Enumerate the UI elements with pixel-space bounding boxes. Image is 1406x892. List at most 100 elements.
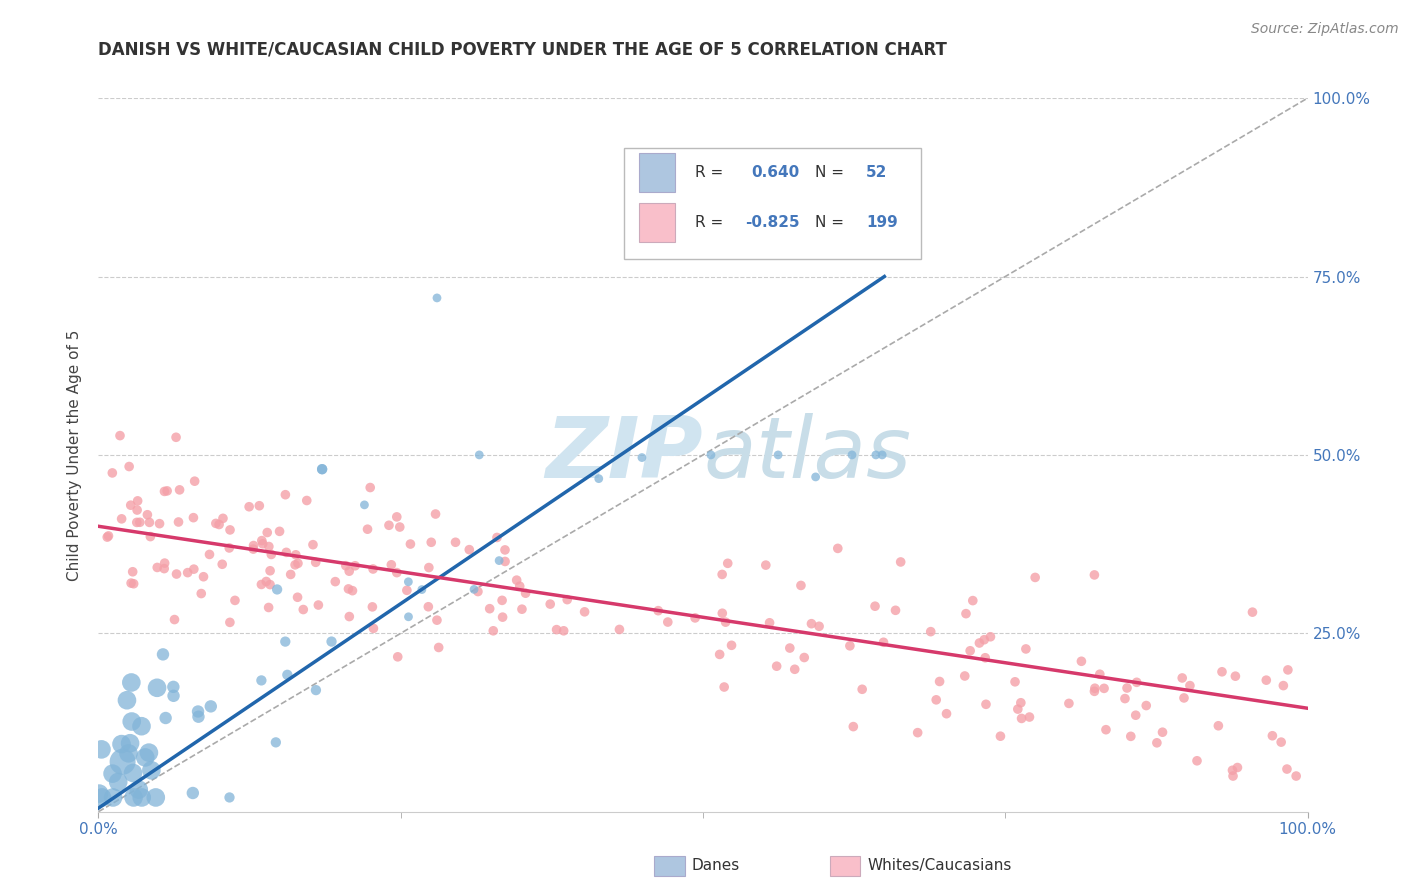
Point (120, 498, 142, 512)
Point (458, 542, 481, 557)
Point (131, 719, 153, 733)
Point (128, 782, 150, 797)
Point (218, 790, 240, 805)
Point (187, 709, 209, 723)
Point (190, 586, 212, 600)
Point (953, 669, 976, 683)
Point (337, 582, 360, 596)
Point (90, 742, 112, 756)
Point (426, 291, 449, 305)
Point (169, 483, 191, 497)
Point (1010, 696, 1032, 710)
Point (1057, 697, 1080, 711)
Point (1222, 769, 1244, 783)
Point (101, 790, 124, 805)
Text: -0.825: -0.825 (745, 215, 800, 230)
FancyBboxPatch shape (624, 148, 921, 259)
Point (183, 562, 205, 576)
Point (973, 632, 995, 647)
Point (1135, 698, 1157, 713)
Point (717, 557, 740, 571)
Point (962, 593, 984, 607)
Point (276, 545, 298, 559)
Point (709, 648, 731, 662)
Point (1171, 671, 1194, 685)
Point (97, 529, 120, 543)
Point (162, 689, 184, 703)
Point (841, 448, 863, 462)
Point (804, 470, 827, 484)
Point (111, 755, 134, 769)
Point (120, 675, 142, 690)
Point (1285, 769, 1308, 783)
Point (183, 474, 205, 488)
Point (134, 750, 156, 764)
Point (1173, 690, 1195, 705)
Point (1152, 725, 1174, 739)
Point (361, 599, 384, 614)
Point (1146, 736, 1168, 750)
Point (990, 729, 1012, 743)
Text: 0.640: 0.640 (751, 165, 800, 180)
Point (238, 500, 260, 514)
Point (361, 562, 384, 576)
Point (219, 523, 242, 537)
Point (218, 541, 240, 555)
Point (224, 593, 246, 607)
Point (510, 602, 533, 616)
Point (183, 510, 205, 524)
Point (509, 579, 531, 593)
Point (444, 535, 467, 549)
Point (793, 650, 815, 665)
Point (758, 615, 780, 630)
Point (139, 530, 162, 544)
Point (783, 662, 806, 676)
Point (1007, 702, 1029, 716)
Point (259, 564, 281, 578)
Point (96, 530, 118, 544)
Point (378, 518, 401, 533)
Point (131, 790, 153, 805)
Point (1270, 735, 1292, 749)
Point (292, 602, 315, 616)
Point (208, 517, 231, 532)
Point (252, 537, 274, 551)
Point (425, 507, 447, 521)
Point (1114, 691, 1136, 706)
Point (110, 737, 132, 751)
Point (488, 553, 510, 567)
Point (107, 775, 129, 789)
Point (700, 448, 723, 462)
Point (1004, 674, 1026, 689)
Point (363, 621, 385, 635)
Point (256, 525, 278, 540)
Text: R =: R = (695, 215, 723, 230)
Point (311, 462, 333, 476)
Point (141, 764, 163, 778)
Point (766, 448, 789, 462)
Point (827, 541, 849, 556)
Point (127, 503, 149, 517)
Point (89, 787, 111, 801)
Point (302, 538, 325, 552)
Point (380, 558, 402, 572)
Point (305, 683, 328, 698)
Point (863, 599, 886, 614)
Y-axis label: Child Poverty Under the Age of 5: Child Poverty Under the Age of 5 (67, 329, 83, 581)
Point (1018, 710, 1040, 724)
Point (800, 616, 823, 631)
Text: Danes: Danes (692, 858, 740, 872)
Point (808, 619, 831, 633)
Point (468, 448, 491, 462)
Point (167, 515, 190, 529)
Point (117, 747, 139, 761)
Point (427, 640, 450, 655)
Point (165, 430, 187, 444)
Point (1125, 708, 1147, 723)
Point (166, 567, 188, 582)
Point (257, 600, 280, 615)
Point (1092, 681, 1115, 696)
Point (865, 448, 887, 462)
Point (187, 705, 209, 719)
Point (631, 450, 654, 465)
